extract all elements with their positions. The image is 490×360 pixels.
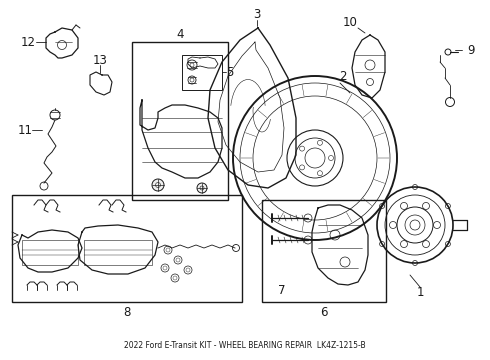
Text: 8: 8 [123,306,131,319]
Text: 5: 5 [226,66,233,78]
Bar [132,42,228,200]
Text: 7: 7 [278,284,286,297]
Text: 3: 3 [253,9,261,22]
Circle shape [152,179,164,191]
Text: 1: 1 [416,287,424,300]
Text: 2022 Ford E-Transit KIT - WHEEL BEARING REPAIR  LK4Z-1215-B: 2022 Ford E-Transit KIT - WHEEL BEARING … [124,341,366,350]
Text: 6: 6 [320,306,328,319]
Bar [182,55,222,90]
Bar [12,195,242,302]
Text: 4: 4 [176,27,184,40]
Text: 12: 12 [21,36,35,49]
Bar [262,200,386,302]
Circle shape [197,183,207,193]
Bar [22,240,78,265]
Text: 2: 2 [339,69,347,82]
Text: 13: 13 [93,54,107,67]
Bar [84,240,152,265]
Text: 10: 10 [343,17,357,30]
Text: 11: 11 [18,123,32,136]
Text: 9: 9 [467,44,474,57]
